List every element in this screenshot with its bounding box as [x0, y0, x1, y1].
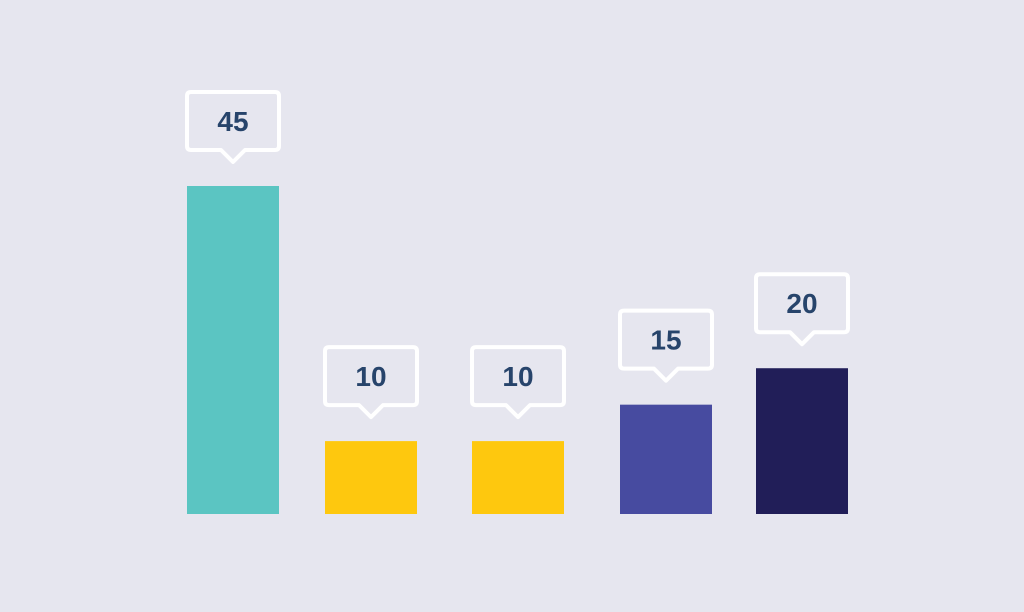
bar-3 — [472, 441, 564, 514]
callout-bubble-2 — [323, 345, 419, 420]
callout-bubble-3 — [470, 345, 566, 420]
data-label-1: 45 — [217, 106, 248, 137]
bar-1 — [187, 186, 279, 514]
callout-bubble-4 — [618, 308, 714, 383]
data-label-2: 10 — [355, 361, 386, 392]
bar-2 — [325, 441, 417, 514]
data-label-3: 10 — [502, 361, 533, 392]
callouts-group: 45 10 10 15 20 — [185, 90, 850, 420]
bar-4 — [620, 404, 712, 514]
data-label-4: 15 — [650, 325, 681, 356]
bars-group — [187, 186, 848, 514]
bar-5 — [756, 368, 848, 514]
callout-bubble-5 — [754, 272, 850, 347]
callout-bubble-1 — [185, 90, 281, 164]
data-label-5: 20 — [786, 288, 817, 319]
